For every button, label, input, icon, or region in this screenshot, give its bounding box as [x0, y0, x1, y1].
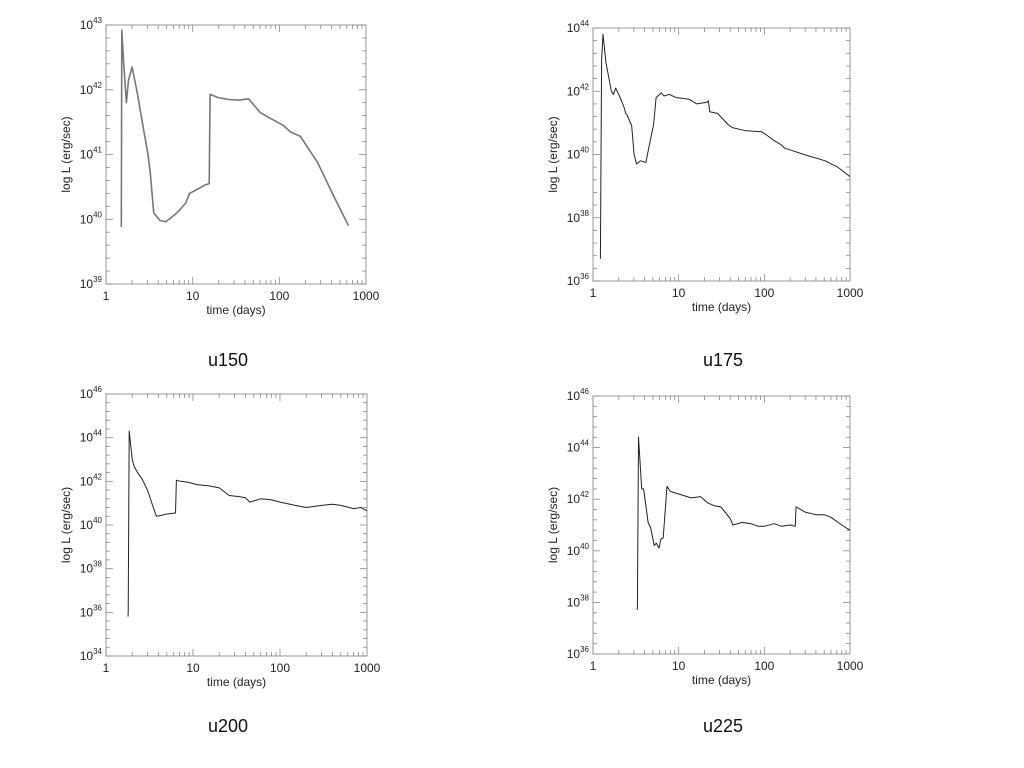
- x-tick-label: 10: [672, 659, 686, 673]
- x-tick-label: 100: [754, 286, 774, 300]
- plot-frame: [592, 395, 851, 655]
- chart-panel-u150: 1 10 100 1000 1039 1040 1041 1042 1043 time (days…: [0, 0, 512, 384]
- x-tick-label: 1: [103, 289, 110, 303]
- y-tick-label: 1038: [567, 209, 590, 225]
- x-tick-label: 1: [103, 661, 110, 675]
- chart-caption: u150: [207, 350, 249, 370]
- y-tick-label: 1038: [567, 593, 590, 609]
- y-tick-label: 1040: [80, 516, 103, 532]
- y-tick-label: 1046: [80, 385, 103, 401]
- y-tick-label: 1038: [80, 560, 103, 576]
- y-tick-label: 1036: [80, 603, 103, 619]
- chart-u175: 1 10 100 1000 1036 1038 1040 1042 1044 time (days…: [546, 19, 864, 314]
- x-axis-title: time (days): [692, 673, 751, 687]
- y-tick-label: 1040: [567, 146, 590, 162]
- chart-u225: 1 10 100 1000 1036 1038 1040 1042 1044 1046 time (…: [546, 387, 864, 687]
- y-axis-title: log L (erg/sec): [546, 116, 560, 192]
- y-axis-title: log L (erg/sec): [546, 487, 560, 563]
- x-tick-label: 1: [590, 659, 597, 673]
- y-tick-label: 1044: [567, 19, 590, 35]
- x-axis-title: time (days): [692, 300, 751, 314]
- x-tick-label: 10: [672, 286, 686, 300]
- x-tick-label: 100: [270, 661, 290, 675]
- chart-caption: u175: [702, 350, 744, 370]
- y-tick-label: 1044: [80, 429, 103, 445]
- chart-u150: 1 10 100 1000 1039 1040 1041 1042 1043 time (days…: [59, 16, 380, 317]
- y-tick-label: 1040: [80, 210, 103, 226]
- x-axis-title: time (days): [206, 303, 265, 317]
- series-line: [127, 430, 368, 617]
- chart-panel-u200: 1 10 100 1000 1034 1036 1038 1040 1042 1044 1046 ti…: [0, 384, 512, 768]
- x-tick-label: 100: [269, 289, 289, 303]
- y-tick-label: 1046: [567, 387, 590, 403]
- y-tick-label: 1042: [567, 82, 590, 98]
- plot-frame: [105, 393, 368, 657]
- y-tick-label: 1042: [567, 490, 590, 506]
- x-tick-label: 100: [754, 659, 774, 673]
- y-axis-title: log L (erg/sec): [59, 487, 73, 563]
- chart-caption: u225: [702, 716, 744, 736]
- x-tick-label: 1000: [353, 289, 380, 303]
- x-tick-label: 1000: [837, 659, 864, 673]
- x-tick-label: 10: [186, 289, 200, 303]
- y-tick-label: 1042: [80, 81, 103, 97]
- y-tick-label: 1044: [567, 439, 590, 455]
- chart-panel-u175: 1 10 100 1000 1036 1038 1040 1042 1044 time (days…: [512, 0, 1024, 384]
- chart-u200: 1 10 100 1000 1034 1036 1038 1040 1042 1044 1046 ti…: [59, 385, 381, 689]
- x-tick-label: 1000: [354, 661, 381, 675]
- x-tick-label: 10: [186, 661, 200, 675]
- y-tick-label: 1041: [80, 146, 103, 162]
- y-axis-title: log L (erg/sec): [59, 116, 73, 192]
- y-tick-label: 1042: [80, 472, 103, 488]
- y-tick-label: 1034: [80, 647, 103, 663]
- y-tick-label: 1043: [80, 16, 103, 32]
- series-line: [599, 33, 851, 259]
- x-tick-label: 1: [590, 286, 597, 300]
- chart-panel-u225: 1 10 100 1000 1036 1038 1040 1042 1044 1046 time (…: [512, 384, 1024, 768]
- chart-caption: u200: [207, 716, 249, 736]
- y-tick-label: 1040: [567, 542, 590, 558]
- series-line: [636, 436, 851, 611]
- x-tick-label: 1000: [837, 286, 864, 300]
- y-tick-label: 1036: [567, 645, 590, 661]
- plot-frame: [592, 27, 851, 282]
- plot-frame: [105, 24, 367, 285]
- series-line: [120, 29, 350, 228]
- y-tick-label: 1039: [80, 275, 103, 291]
- y-tick-label: 1036: [567, 272, 590, 288]
- x-axis-title: time (days): [207, 675, 266, 689]
